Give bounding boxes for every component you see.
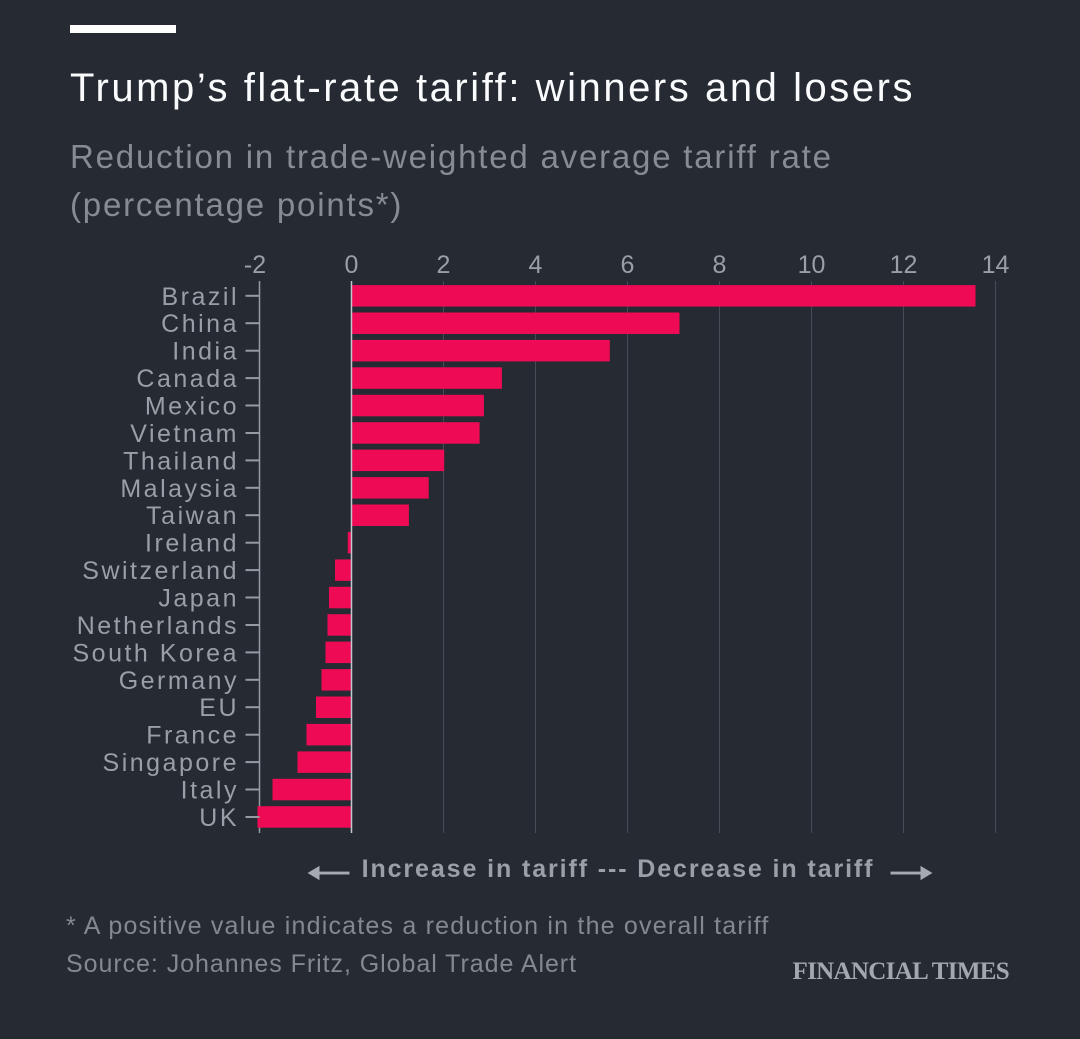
svg-text:South Korea: South Korea	[73, 639, 240, 667]
svg-text:14: 14	[982, 251, 1010, 279]
svg-text:Germany: Germany	[119, 667, 239, 695]
svg-text:Taiwan: Taiwan	[146, 502, 239, 530]
svg-text:Italy: Italy	[181, 777, 239, 805]
svg-text:12: 12	[890, 251, 918, 279]
svg-text:Switzerland: Switzerland	[82, 557, 239, 585]
svg-text:Mexico: Mexico	[145, 393, 239, 421]
svg-text:China: China	[161, 310, 239, 338]
svg-text:Netherlands: Netherlands	[77, 612, 239, 640]
svg-text:EU: EU	[199, 694, 239, 722]
svg-text:UK: UK	[199, 804, 239, 832]
svg-text:Increase in tariff --- Decreas: Increase in tariff --- Decrease in tarif…	[362, 855, 875, 883]
svg-text:4: 4	[529, 251, 543, 279]
svg-text:Canada: Canada	[136, 365, 239, 393]
svg-text:0: 0	[345, 251, 359, 279]
svg-text:Thailand: Thailand	[123, 447, 239, 475]
svg-text:2: 2	[437, 251, 451, 279]
svg-text:Singapore: Singapore	[103, 749, 239, 777]
svg-text:France: France	[146, 722, 239, 750]
svg-text:India: India	[172, 338, 239, 366]
svg-text:6: 6	[621, 251, 635, 279]
svg-text:-2: -2	[244, 251, 266, 279]
svg-text:Brazil: Brazil	[161, 283, 239, 311]
svg-text:Malaysia: Malaysia	[120, 475, 239, 503]
svg-text:Vietnam: Vietnam	[130, 420, 239, 448]
svg-text:10: 10	[798, 251, 826, 279]
svg-text:8: 8	[713, 251, 727, 279]
svg-text:Ireland: Ireland	[145, 530, 239, 558]
svg-text:Japan: Japan	[158, 585, 239, 613]
